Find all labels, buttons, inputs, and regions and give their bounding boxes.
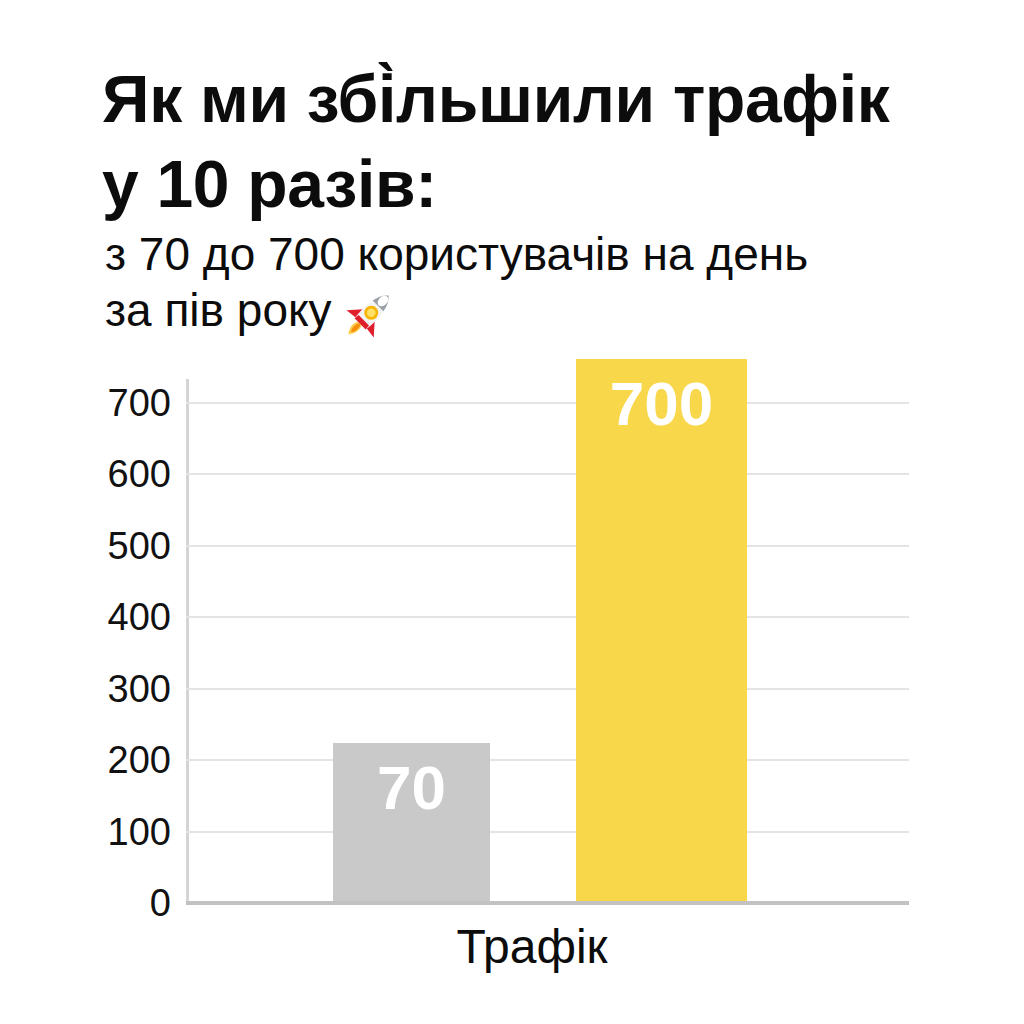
bar-chart: 70 700 0100200300400500600700 Трафік <box>186 379 909 903</box>
page-title: Як ми збі̀льшили трафік у 10 разів: <box>102 57 890 227</box>
gridline-500 <box>186 545 909 547</box>
y-tick-label-400: 400 <box>108 596 171 639</box>
x-axis-label: Трафік <box>456 919 607 974</box>
title-line-1: Як ми збі̀льшили трафік <box>102 62 890 136</box>
infographic-page: Як ми збі̀льшили трафік у 10 разів: з 70 … <box>0 0 1024 1024</box>
rocket-icon <box>342 286 398 342</box>
gridline-300 <box>186 688 909 690</box>
bar-70-value-label: 70 <box>333 743 490 819</box>
bar-700-value-label: 700 <box>576 359 747 435</box>
y-tick-label-600: 600 <box>108 453 171 496</box>
subtitle-line-2: за пів року <box>105 284 332 336</box>
gridline-700 <box>186 402 909 404</box>
gridline-600 <box>186 473 909 475</box>
plot-area: 70 700 0100200300400500600700 <box>186 379 909 903</box>
title-line-2: у 10 разів: <box>102 147 437 221</box>
y-tick-label-0: 0 <box>150 882 171 925</box>
y-tick-label-100: 100 <box>108 810 171 853</box>
bar-700: 700 <box>576 359 747 903</box>
y-tick-label-300: 300 <box>108 667 171 710</box>
subtitle-line-1: з 70 до 700 користувачів на день <box>105 228 808 280</box>
bar-70: 70 <box>333 743 490 903</box>
y-tick-label-500: 500 <box>108 524 171 567</box>
gridline-100 <box>186 831 909 833</box>
x-axis-line <box>186 901 909 905</box>
y-tick-label-200: 200 <box>108 739 171 782</box>
y-tick-label-700: 700 <box>108 382 171 425</box>
gridline-200 <box>186 759 909 761</box>
subtitle: з 70 до 700 користувачів на деньза пів р… <box>105 226 808 342</box>
y-axis-line <box>186 379 189 903</box>
gridline-400 <box>186 616 909 618</box>
